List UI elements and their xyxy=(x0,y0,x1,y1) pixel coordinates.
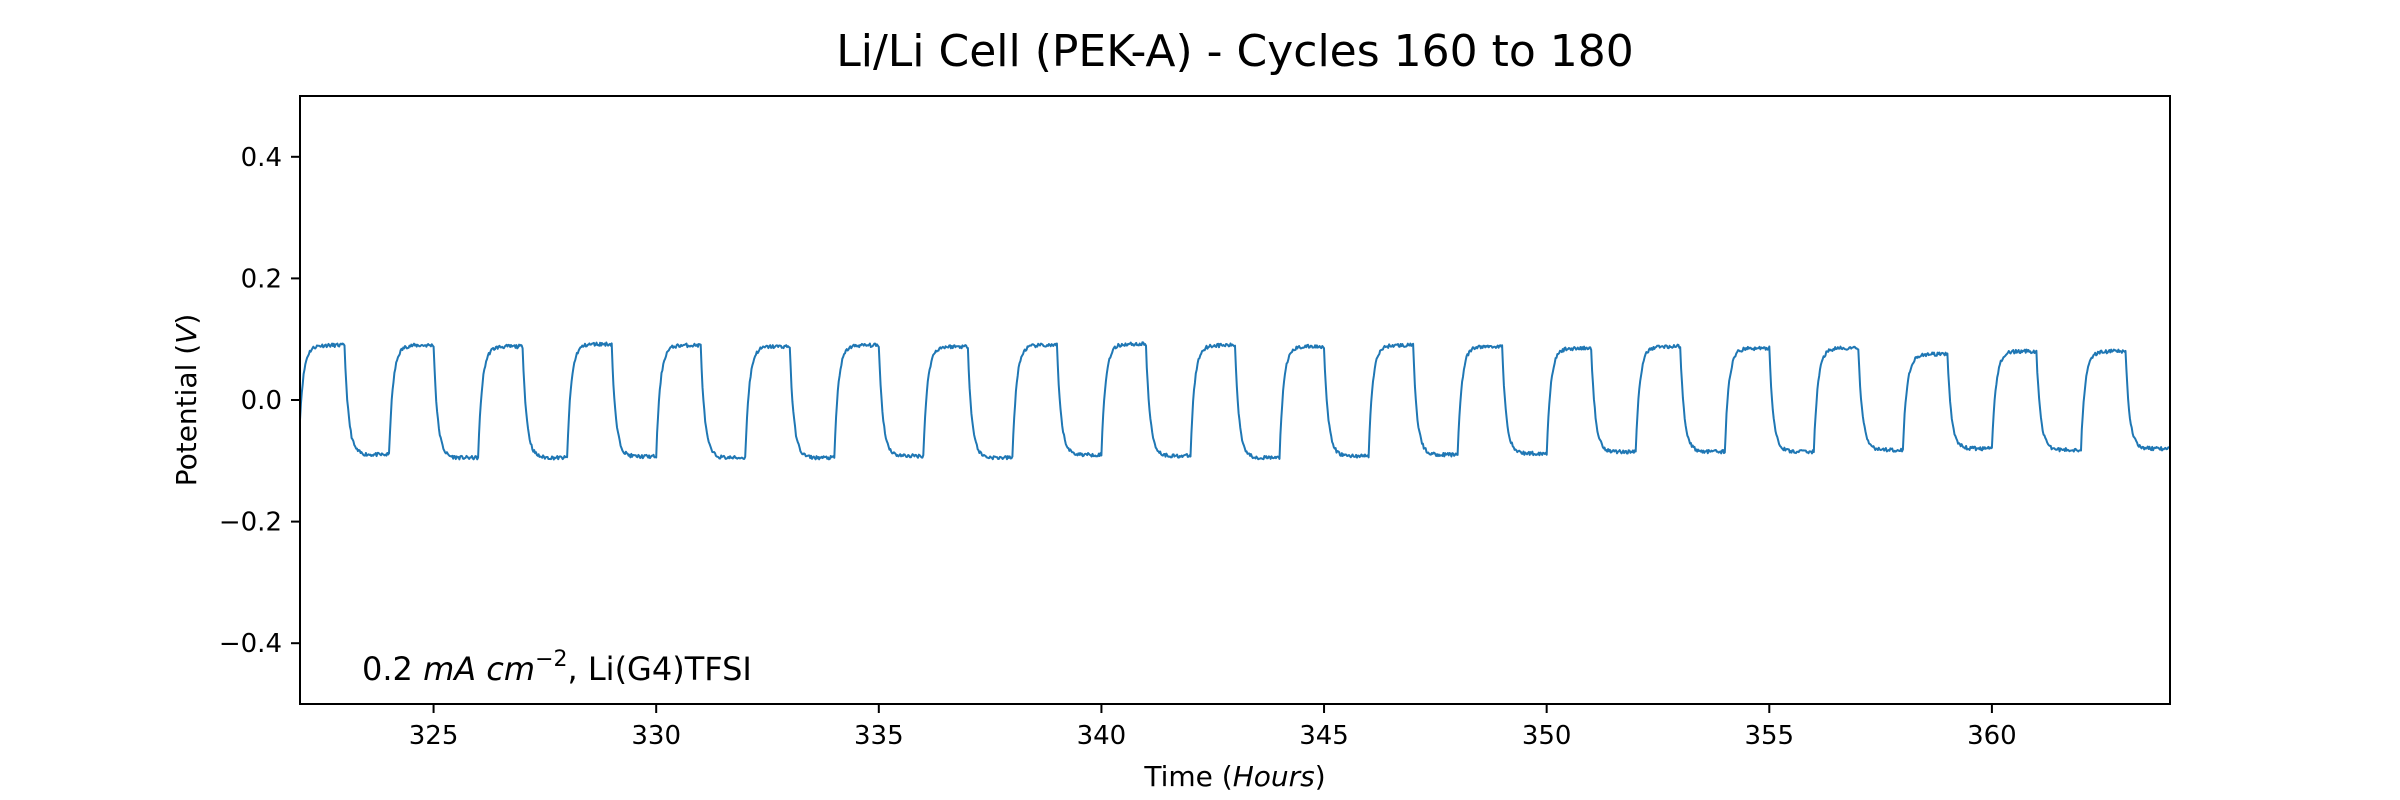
annotation-exponent: −2 xyxy=(535,647,567,672)
y-tick-label: 0.4 xyxy=(241,143,282,173)
y-tick-label: −0.2 xyxy=(219,508,282,538)
x-axis-label-suffix: ) xyxy=(1315,760,1326,793)
x-tick-label: 355 xyxy=(1744,721,1794,751)
y-tick-label: 0.2 xyxy=(241,264,282,294)
series-layer xyxy=(300,341,2170,461)
chart-title: Li/Li Cell (PEK-A) - Cycles 160 to 180 xyxy=(836,26,1634,77)
x-tick-label: 340 xyxy=(1077,721,1127,751)
x-tick-label: 345 xyxy=(1299,721,1349,751)
x-axis-label-unit: Hours xyxy=(1233,760,1315,793)
condition-annotation: 0.2 mA cm−2, Li(G4)TFSI xyxy=(362,647,752,688)
x-axis-label: Time (Hours) xyxy=(1143,760,1325,793)
y-axis: −0.4 −0.2 0.0 0.2 0.4 xyxy=(219,143,300,659)
y-tick-label: 0.0 xyxy=(241,386,282,416)
y-tick-label: −0.4 xyxy=(219,629,282,659)
x-tick-label: 360 xyxy=(1967,721,2017,751)
annotation-unit: mA cm xyxy=(423,650,535,688)
y-axis-label-suffix: ) xyxy=(170,314,203,325)
y-axis-label: Potential (V) xyxy=(170,314,203,487)
series-line xyxy=(300,341,2170,461)
x-tick-label: 325 xyxy=(409,721,459,751)
x-axis-label-prefix: Time ( xyxy=(1143,760,1232,793)
annotation-value: 0.2 xyxy=(362,650,423,688)
x-tick-label: 330 xyxy=(631,721,681,751)
y-axis-label-prefix: Potential ( xyxy=(170,344,203,487)
y-axis-label-unit: V xyxy=(170,323,203,344)
x-tick-label: 335 xyxy=(854,721,904,751)
annotation-suffix: , Li(G4)TFSI xyxy=(568,650,752,688)
x-axis: 325 330 335 340 345 350 355 360 xyxy=(409,704,2017,751)
x-tick-label: 350 xyxy=(1522,721,1572,751)
